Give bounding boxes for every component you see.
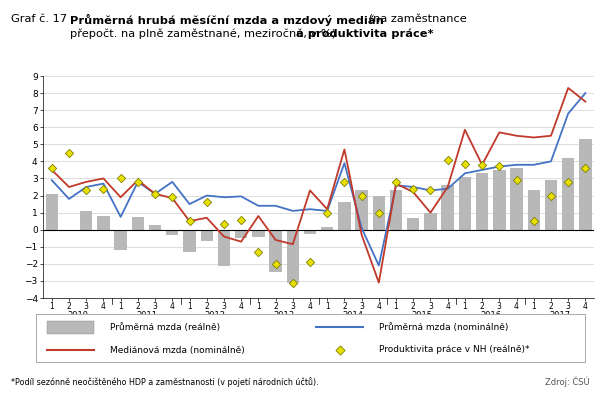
Point: [322, 210, 332, 216]
Text: 2012: 2012: [205, 311, 226, 320]
Text: Produktivita práce v NH (reálně)*: Produktivita práce v NH (reálně)*: [379, 346, 530, 354]
Text: 2014: 2014: [343, 311, 364, 320]
Point: [64, 150, 74, 156]
Bar: [390, 190, 402, 230]
Text: Průměrná hrubá měsíční mzda a mzdový medián: Průměrná hrubá měsíční mzda a mzdový med…: [70, 14, 383, 26]
Point: [546, 192, 556, 199]
Text: 2015: 2015: [412, 311, 433, 320]
Text: *Podíl sezónně neočištěného HDP a zaměstnanosti (v pojetí národních účtů).: *Podíl sezónně neočištěného HDP a zaměst…: [11, 377, 319, 387]
Point: [305, 259, 315, 265]
Point: [391, 179, 401, 185]
Bar: [355, 190, 368, 230]
Point: [340, 179, 349, 185]
Bar: [562, 158, 574, 230]
Bar: [511, 168, 523, 230]
Text: 2016: 2016: [480, 311, 501, 320]
Point: [374, 210, 383, 216]
Bar: [46, 194, 58, 230]
Bar: [338, 202, 350, 230]
Point: [581, 165, 590, 172]
Point: [185, 218, 194, 224]
Bar: [252, 230, 265, 236]
Bar: [527, 190, 540, 230]
Bar: [579, 139, 592, 230]
Bar: [218, 230, 230, 266]
Text: (na zaměstnance: (na zaměstnance: [365, 14, 467, 24]
Bar: [545, 180, 557, 230]
Point: [219, 220, 229, 227]
Bar: [321, 227, 334, 230]
Bar: [269, 230, 282, 272]
Bar: [131, 217, 144, 230]
Point: [443, 156, 452, 163]
Bar: [424, 213, 437, 230]
Bar: [235, 230, 247, 238]
Point: [563, 179, 573, 185]
Bar: [80, 211, 92, 230]
Bar: [287, 230, 299, 283]
Bar: [493, 170, 506, 230]
Bar: [63, 230, 75, 231]
Bar: [115, 230, 127, 250]
Point: [409, 186, 418, 192]
Text: Mediánová mzda (nominálně): Mediánová mzda (nominálně): [110, 346, 245, 354]
Text: Graf č. 17: Graf č. 17: [11, 14, 73, 24]
Text: 2017: 2017: [549, 311, 570, 320]
Point: [236, 217, 246, 224]
Point: [116, 175, 125, 182]
Bar: [442, 185, 454, 230]
Point: [288, 280, 298, 286]
Point: [494, 162, 504, 169]
Bar: [407, 218, 419, 230]
Point: [425, 187, 435, 194]
Point: [98, 186, 108, 192]
Point: [82, 187, 91, 194]
Bar: [149, 226, 161, 230]
Bar: [373, 196, 385, 230]
Point: [150, 191, 160, 197]
Text: Průměrná mzda (reálně): Průměrná mzda (reálně): [110, 323, 220, 332]
Point: [529, 218, 539, 224]
Bar: [476, 173, 488, 230]
Point: [335, 347, 344, 353]
Text: 2013: 2013: [274, 311, 295, 320]
Point: [478, 162, 487, 168]
Text: 2010: 2010: [67, 311, 88, 320]
Bar: [200, 230, 213, 241]
Text: 2011: 2011: [136, 311, 157, 320]
Bar: [304, 230, 316, 234]
FancyBboxPatch shape: [47, 321, 94, 334]
Bar: [97, 216, 110, 230]
Text: Zdroj: ČSÚ: Zdroj: ČSÚ: [545, 377, 589, 387]
Point: [512, 177, 521, 183]
Text: Průměrná mzda (nominálně): Průměrná mzda (nominálně): [379, 323, 509, 332]
Point: [202, 199, 212, 206]
Point: [271, 261, 280, 267]
Point: [357, 192, 367, 199]
Point: [47, 165, 56, 172]
Bar: [459, 177, 471, 230]
Bar: [184, 230, 196, 252]
Point: [167, 194, 177, 200]
Point: [254, 249, 263, 255]
Bar: [166, 230, 178, 235]
Text: a produktivita práce*: a produktivita práce*: [296, 29, 434, 39]
Text: přepočt. na plně zaměstnané, meziročně, v %): přepočt. na plně zaměstnané, meziročně, …: [70, 29, 339, 39]
Point: [460, 161, 470, 167]
Point: [133, 179, 143, 185]
